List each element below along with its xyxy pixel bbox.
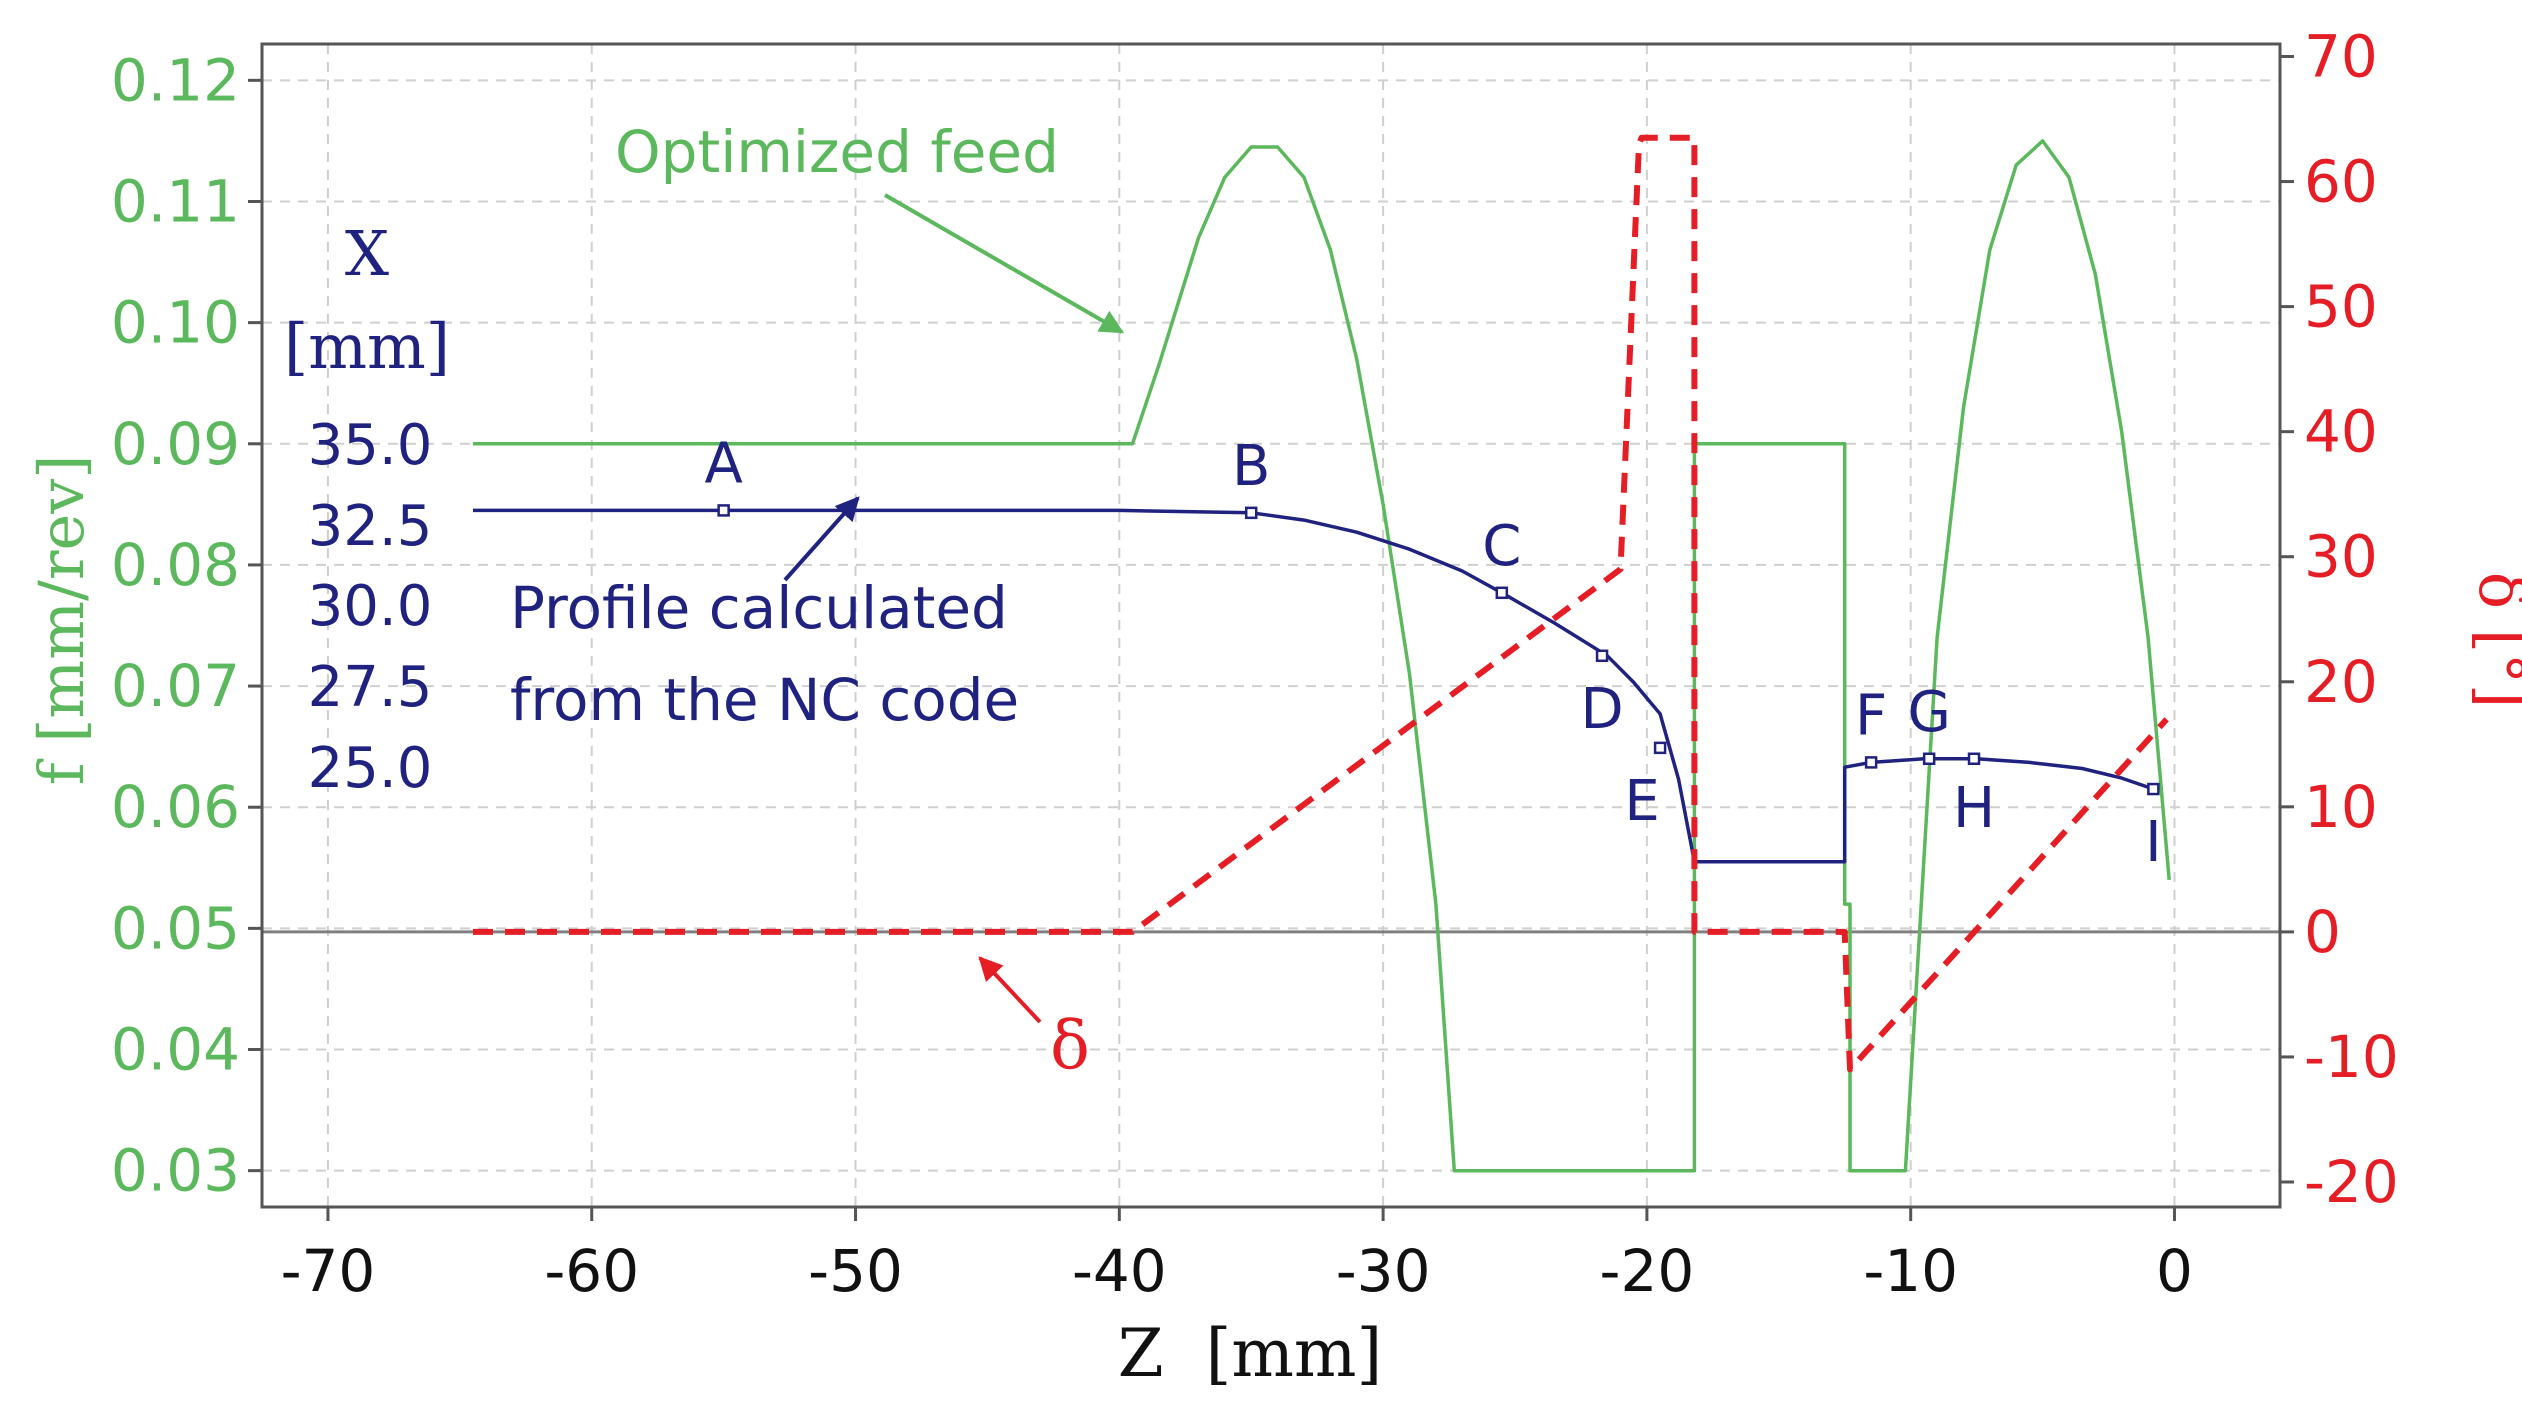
x-tick-label: -60 xyxy=(544,1237,639,1305)
x-tick-label: -10 xyxy=(1863,1237,1958,1305)
right-tick-label: 0 xyxy=(2304,898,2341,966)
x-profile-tick-label: 30.0 xyxy=(308,574,433,639)
x-profile-tick-label: 25.0 xyxy=(308,736,433,801)
profile-point-label: G xyxy=(1907,680,1950,745)
x-axis-ticks: -70 -60 -50 -40 -30 -20 -10 0 xyxy=(281,1207,2193,1305)
profile-annotation-line1: Profile calculated xyxy=(510,574,1008,642)
series-line-delta xyxy=(473,134,2169,1073)
right-tick-label: 50 xyxy=(2304,273,2378,341)
right-tick-label: 40 xyxy=(2304,398,2378,466)
x-tick-label: -70 xyxy=(281,1237,376,1305)
x-axis-label: Z [mm] xyxy=(1118,1315,1382,1392)
x-profile-scale-label-line2: [mm] xyxy=(284,310,450,383)
profile-point-label: A xyxy=(704,431,742,496)
profile-point-label: H xyxy=(1953,776,1995,841)
profile-annotation-arrow xyxy=(783,496,860,582)
optimized-feed-annotation: Optimized feed xyxy=(615,118,1059,186)
left-tick-label: 0.11 xyxy=(111,167,240,235)
series-line-nc-profile xyxy=(473,508,2154,864)
right-tick-label: 10 xyxy=(2304,773,2378,841)
profile-point-label: B xyxy=(1232,434,1270,499)
left-tick-label: 0.05 xyxy=(111,894,240,962)
left-tick-label: 0.04 xyxy=(111,1016,240,1084)
left-tick-label: 0.07 xyxy=(111,652,240,720)
series-layer xyxy=(473,134,2171,1173)
x-profile-scale-label-line1: X xyxy=(345,217,389,290)
profile-point-marker xyxy=(717,504,730,517)
profile-point-marker xyxy=(1595,649,1609,663)
delta-annotation-arrow xyxy=(978,956,1042,1024)
left-tick-label: 0.12 xyxy=(111,46,240,114)
profile-point-marker xyxy=(1653,741,1667,755)
right-tick-label: 30 xyxy=(2304,523,2378,591)
right-tick-label: -10 xyxy=(2304,1023,2399,1091)
grid-lines xyxy=(262,44,2280,1207)
profile-point-marker xyxy=(1864,756,1878,769)
profile-point-marker xyxy=(1244,506,1258,520)
profile-point-label: C xyxy=(1482,514,1521,579)
x-tick-label: -40 xyxy=(1072,1237,1167,1305)
profile-point-label: E xyxy=(1624,769,1659,834)
profile-point-label: I xyxy=(2145,810,2162,875)
x-profile-tick-label: 32.5 xyxy=(308,494,433,559)
optimized-feed-arrow xyxy=(883,193,1125,334)
right-tick-label: 70 xyxy=(2304,23,2378,91)
right-tick-label: 20 xyxy=(2304,648,2378,716)
plot-frame xyxy=(260,42,2282,1209)
x-tick-label: 0 xyxy=(2156,1237,2193,1305)
profile-point-marker xyxy=(1495,586,1509,600)
x-profile-tick-label: 27.5 xyxy=(308,655,433,720)
right-axis-ticks: -20 -10 0 10 20 30 40 50 60 70 xyxy=(2280,23,2399,1216)
x-profile-tick-label: 35.0 xyxy=(308,413,433,478)
left-tick-label: 0.08 xyxy=(111,531,240,599)
left-tick-label: 0.06 xyxy=(111,773,240,841)
profile-point-label: D xyxy=(1580,677,1623,742)
right-tick-label: -20 xyxy=(2304,1148,2399,1216)
left-tick-label: 0.10 xyxy=(111,289,240,357)
series-line-optimized-feed xyxy=(473,139,2171,1173)
x-profile-scale-ticks: 35.0 32.5 30.0 27.5 25.0 xyxy=(308,413,433,801)
profile-annotation-line2: from the NC code xyxy=(510,666,1019,734)
profile-point-label: F xyxy=(1855,683,1887,748)
left-tick-label: 0.09 xyxy=(111,410,240,478)
left-axis-ticks: 0.03 0.04 0.05 0.06 0.07 0.08 0.09 0.10 0.11 0.12 xyxy=(111,46,262,1205)
left-tick-label: 0.03 xyxy=(111,1137,240,1205)
profile-point-marker xyxy=(1922,752,1936,766)
profile-points: A B C DE F GH I xyxy=(704,431,2161,875)
delta-annotation: δ xyxy=(1050,1007,1090,1084)
right-tick-label: 60 xyxy=(2304,148,2378,216)
left-axis-label: f [mm/rev] xyxy=(25,455,98,786)
right-axis-label: δ [°] xyxy=(2465,572,2522,708)
profile-point-marker xyxy=(1967,752,1981,766)
x-tick-label: -20 xyxy=(1600,1237,1695,1305)
profile-point-marker xyxy=(2147,782,2160,796)
x-tick-label: -50 xyxy=(808,1237,903,1305)
x-tick-label: -30 xyxy=(1336,1237,1431,1305)
